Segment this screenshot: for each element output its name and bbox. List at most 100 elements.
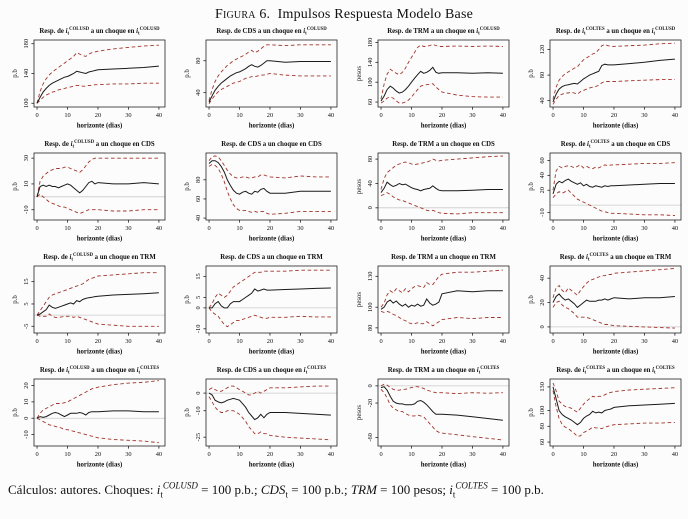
svg-text:30: 30 <box>641 225 647 232</box>
figure-label: Figura 6. <box>214 7 271 22</box>
svg-text:horizonte (dias): horizonte (dias) <box>421 349 467 356</box>
svg-text:80: 80 <box>195 177 202 183</box>
svg-text:0: 0 <box>23 417 30 420</box>
svg-text:30: 30 <box>125 338 131 345</box>
svg-text:40: 40 <box>195 89 202 95</box>
svg-text:80: 80 <box>195 58 202 64</box>
svg-text:0: 0 <box>539 325 546 328</box>
svg-text:20: 20 <box>611 338 617 345</box>
svg-text:0: 0 <box>379 225 382 232</box>
svg-text:Resp. de itCOLUSD a un choque: Resp. de itCOLUSD a un choque en itCOLUS… <box>39 27 160 37</box>
svg-text:100: 100 <box>367 302 374 312</box>
svg-text:40: 40 <box>672 451 678 458</box>
svg-text:20: 20 <box>267 225 273 232</box>
svg-text:40: 40 <box>539 172 546 178</box>
svg-text:-10: -10 <box>23 430 30 439</box>
svg-text:40: 40 <box>156 225 162 232</box>
svg-text:0: 0 <box>35 112 38 119</box>
svg-text:80: 80 <box>539 72 546 78</box>
svg-text:0: 0 <box>551 225 554 232</box>
irf-subplot-r3c4: Resp. de itCOLTES a un choque en TRM 0 10 2… <box>516 251 688 364</box>
svg-text:20: 20 <box>611 112 617 119</box>
svg-text:0: 0 <box>551 112 554 119</box>
svg-text:horizonte (dias): horizonte (dias) <box>249 123 295 130</box>
svg-text:10: 10 <box>236 338 242 345</box>
svg-text:0: 0 <box>551 338 554 345</box>
irf-subplot-r1c2: Resp. de CDS a un choque en itCOLUSD 0 10 2… <box>172 25 344 138</box>
svg-text:20: 20 <box>95 112 101 119</box>
svg-text:Resp. de itCOLUSD a un choque: Resp. de itCOLUSD a un choque en CDS <box>44 140 155 150</box>
svg-text:15: 15 <box>195 273 202 279</box>
svg-text:p.b: p.b <box>184 408 191 417</box>
svg-text:30: 30 <box>469 225 475 232</box>
svg-text:p.b: p.b <box>184 182 191 191</box>
svg-text:120: 120 <box>539 45 546 55</box>
svg-text:30: 30 <box>125 112 131 119</box>
svg-text:p.b: p.b <box>528 408 535 417</box>
svg-text:Resp. de TRM a un choque en CD: Resp. de TRM a un choque en CDS <box>392 141 495 148</box>
svg-text:30: 30 <box>297 338 303 345</box>
svg-text:horizonte (dias): horizonte (dias) <box>249 462 295 469</box>
svg-text:-25: -25 <box>195 433 202 442</box>
svg-text:0: 0 <box>195 392 202 395</box>
irf-subplot-r1c3: Resp. de TRM a un choque en itCOLUSD 0 10 2… <box>344 25 516 138</box>
svg-text:-60: -60 <box>367 433 374 442</box>
svg-text:15: 15 <box>23 278 30 284</box>
svg-text:30: 30 <box>297 225 303 232</box>
irf-subplot-r2c1: Resp. de itCOLUSD a un choque en CDS 0 10 2… <box>0 138 172 251</box>
svg-text:100: 100 <box>367 77 374 87</box>
svg-text:100: 100 <box>23 98 30 108</box>
svg-text:horizonte (dias): horizonte (dias) <box>593 123 639 130</box>
svg-text:180: 180 <box>23 39 30 49</box>
svg-text:20: 20 <box>23 382 30 388</box>
svg-text:p.b: p.b <box>12 182 19 191</box>
svg-text:140: 140 <box>23 69 30 79</box>
irf-subplot-r3c2: Resp. de CDS a un choque en TRM 0 10 20 30 40… <box>172 251 344 364</box>
svg-text:40: 40 <box>328 338 334 345</box>
svg-text:Resp. de itCOLTES a un choque: Resp. de itCOLTES a un choque en CDS <box>561 140 671 150</box>
svg-text:10: 10 <box>236 225 242 232</box>
svg-text:0: 0 <box>35 451 38 458</box>
svg-text:0: 0 <box>195 306 202 309</box>
svg-text:40: 40 <box>672 338 678 345</box>
svg-text:40: 40 <box>672 225 678 232</box>
svg-text:Resp. de CDS a un choque en it: Resp. de CDS a un choque en itCOLUSD <box>216 27 327 37</box>
svg-text:-5: -5 <box>23 324 30 329</box>
irf-subplot-r3c1: Resp. de itCOLUSD a un choque en TRM 0 10 2… <box>0 251 172 364</box>
svg-text:20: 20 <box>267 112 273 119</box>
svg-text:horizonte (dias): horizonte (dias) <box>77 236 123 243</box>
svg-text:0: 0 <box>207 112 210 119</box>
svg-text:0: 0 <box>207 451 210 458</box>
irf-subplot-r1c1: Resp. de itCOLUSD a un choque en itCOLUS… <box>0 25 172 138</box>
irf-subplot-r1c4: Resp. de itCOLTES a un choque en itCOLUS… <box>516 25 688 138</box>
svg-text:10: 10 <box>580 338 586 345</box>
svg-text:40: 40 <box>539 97 546 103</box>
svg-text:0: 0 <box>207 338 210 345</box>
svg-text:20: 20 <box>611 451 617 458</box>
svg-text:40: 40 <box>156 338 162 345</box>
svg-text:20: 20 <box>439 225 445 232</box>
figure-caption: Cálculos: autores. Choques: itCOLUSD = 1… <box>8 480 544 500</box>
svg-text:30: 30 <box>469 338 475 345</box>
svg-text:20: 20 <box>439 451 445 458</box>
svg-text:Resp. de CDS a un choque en TR: Resp. de CDS a un choque en TRM <box>220 254 323 261</box>
svg-text:40: 40 <box>500 338 506 345</box>
svg-text:Resp. de itCOLUSD a un choque: Resp. de itCOLUSD a un choque en itCOLTE… <box>40 366 160 376</box>
svg-text:5: 5 <box>195 296 202 299</box>
svg-text:pesos: pesos <box>356 179 363 194</box>
svg-text:p.b: p.b <box>184 295 191 304</box>
svg-text:-10: -10 <box>195 406 202 415</box>
svg-text:10: 10 <box>580 112 586 119</box>
irf-subplot-r4c3: Resp. de TRM a un choque en itCOLTES 0 10 2… <box>344 364 516 477</box>
irf-subplot-r3c3: Resp. de TRM a un choque en TRM 0 10 20 30 40… <box>344 251 516 364</box>
svg-text:-20: -20 <box>367 399 374 408</box>
svg-text:40: 40 <box>195 215 202 221</box>
svg-text:Resp. de itCOLTES a un choque: Resp. de itCOLTES a un choque en TRM <box>560 253 672 263</box>
svg-text:Resp. de TRM a un choque en it: Resp. de TRM a un choque en itCOLUSD <box>387 27 500 37</box>
svg-text:p.b: p.b <box>528 69 535 78</box>
svg-text:10: 10 <box>236 112 242 119</box>
svg-text:30: 30 <box>125 451 131 458</box>
svg-text:Resp. de CDS a un choque en it: Resp. de CDS a un choque en itCOLTES <box>217 366 327 376</box>
svg-text:pesos: pesos <box>356 292 363 307</box>
svg-text:p.b: p.b <box>12 295 19 304</box>
